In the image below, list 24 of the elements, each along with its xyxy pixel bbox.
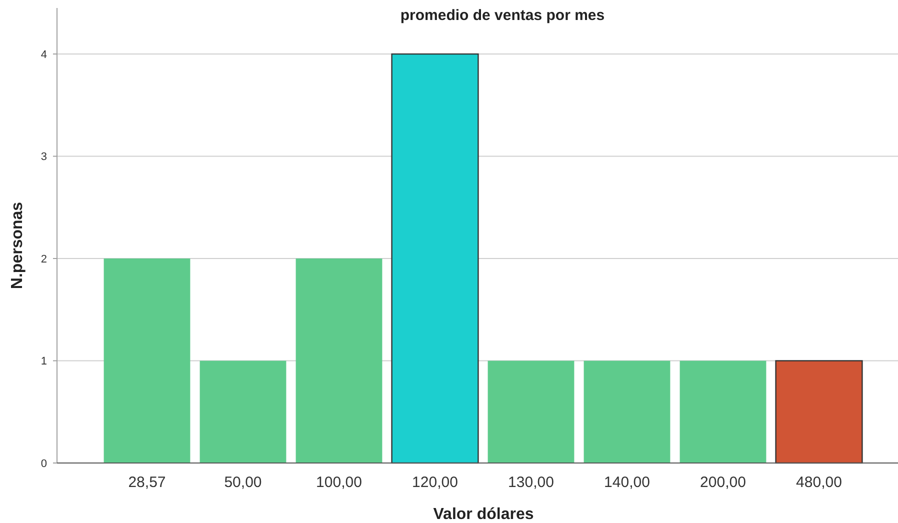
bar — [584, 360, 670, 463]
bar — [391, 53, 479, 464]
x-tick-label: 100,00 — [316, 474, 362, 491]
y-axis-title: N.personas — [9, 202, 26, 290]
x-tick-label: 140,00 — [604, 474, 650, 491]
x-tick-label: 28,57 — [128, 474, 166, 491]
x-axis-title: Valor dólares — [433, 506, 534, 523]
bar — [488, 360, 574, 463]
chart-title: promedio de ventas por mes — [400, 7, 605, 24]
y-tick-label: 0 — [40, 458, 47, 470]
y-tick-label: 2 — [40, 253, 47, 266]
y-tick-label: 4 — [40, 48, 47, 61]
x-tick-label: 480,00 — [796, 474, 842, 491]
x-tick-label: 130,00 — [508, 474, 554, 491]
bar — [104, 258, 190, 463]
y-tick-label: 1 — [40, 356, 47, 368]
bar — [200, 360, 286, 463]
x-tick-label: 120,00 — [412, 474, 458, 491]
bar — [775, 360, 863, 464]
bar — [680, 360, 766, 463]
x-tick-label: 50,00 — [224, 474, 262, 491]
y-tick-label: 3 — [40, 151, 47, 164]
x-tick-label: 200,00 — [700, 474, 746, 491]
bar — [296, 258, 382, 463]
